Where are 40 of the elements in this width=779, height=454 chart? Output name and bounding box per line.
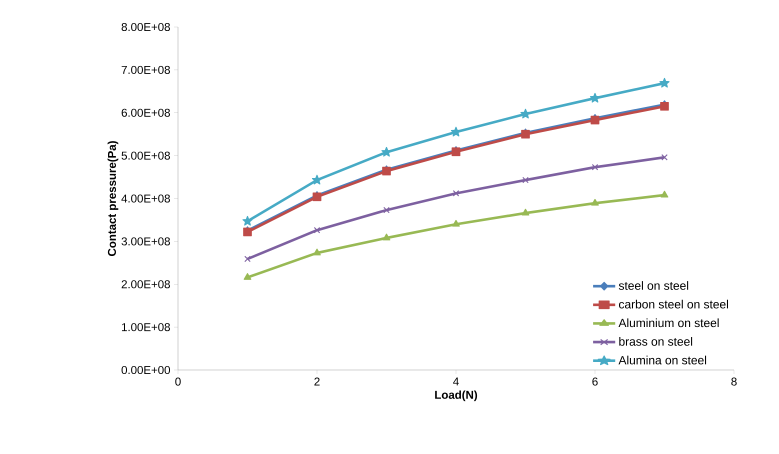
point bbox=[591, 198, 599, 206]
point bbox=[660, 190, 668, 198]
point bbox=[314, 226, 320, 234]
x-tick-label: 8 bbox=[731, 378, 737, 386]
y-tick-label: 4.00E+08 bbox=[121, 194, 170, 203]
legend-label: Alumina on steel bbox=[618, 356, 706, 364]
point bbox=[659, 78, 670, 88]
legend-label: steel on steel bbox=[618, 281, 688, 290]
y-tick-label: 0.00E+00 bbox=[122, 366, 170, 374]
point bbox=[383, 206, 390, 214]
legend-label: carbon steel on steel bbox=[619, 300, 728, 309]
point bbox=[522, 176, 529, 184]
point bbox=[450, 126, 462, 136]
legend-label: Aluminium on steel bbox=[618, 318, 719, 328]
y-tick-label: 8.00E+08 bbox=[122, 22, 170, 32]
point bbox=[520, 108, 531, 118]
x-tick-label: 4 bbox=[453, 378, 459, 386]
y-tick-label: 1.00E+08 bbox=[122, 323, 170, 332]
point bbox=[382, 234, 390, 240]
y-tick-label: 5.00E+08 bbox=[122, 152, 170, 160]
point bbox=[661, 154, 668, 161]
legend-label: brass on steel bbox=[619, 337, 692, 346]
point bbox=[244, 273, 252, 280]
x-tick-label: 2 bbox=[314, 378, 320, 386]
x-axis-title: Load(N) bbox=[435, 390, 478, 402]
point bbox=[452, 190, 460, 197]
y-tick-label: 3.00E+08 bbox=[122, 237, 170, 246]
x-tick-label: 0 bbox=[175, 378, 181, 386]
point bbox=[522, 208, 530, 216]
point bbox=[313, 248, 321, 256]
point bbox=[242, 216, 253, 226]
y-tick-label: 6.00E+08 bbox=[122, 108, 170, 117]
x-tick-label: 6 bbox=[592, 378, 598, 386]
point bbox=[452, 220, 460, 227]
y-axis-title: Contact pressure(Pa) bbox=[108, 141, 118, 256]
point bbox=[244, 256, 251, 262]
y-tick-label: 2.00E+08 bbox=[122, 280, 170, 288]
y-tick-label: 7.00E+08 bbox=[122, 66, 170, 74]
point bbox=[312, 174, 322, 184]
point bbox=[592, 164, 598, 170]
